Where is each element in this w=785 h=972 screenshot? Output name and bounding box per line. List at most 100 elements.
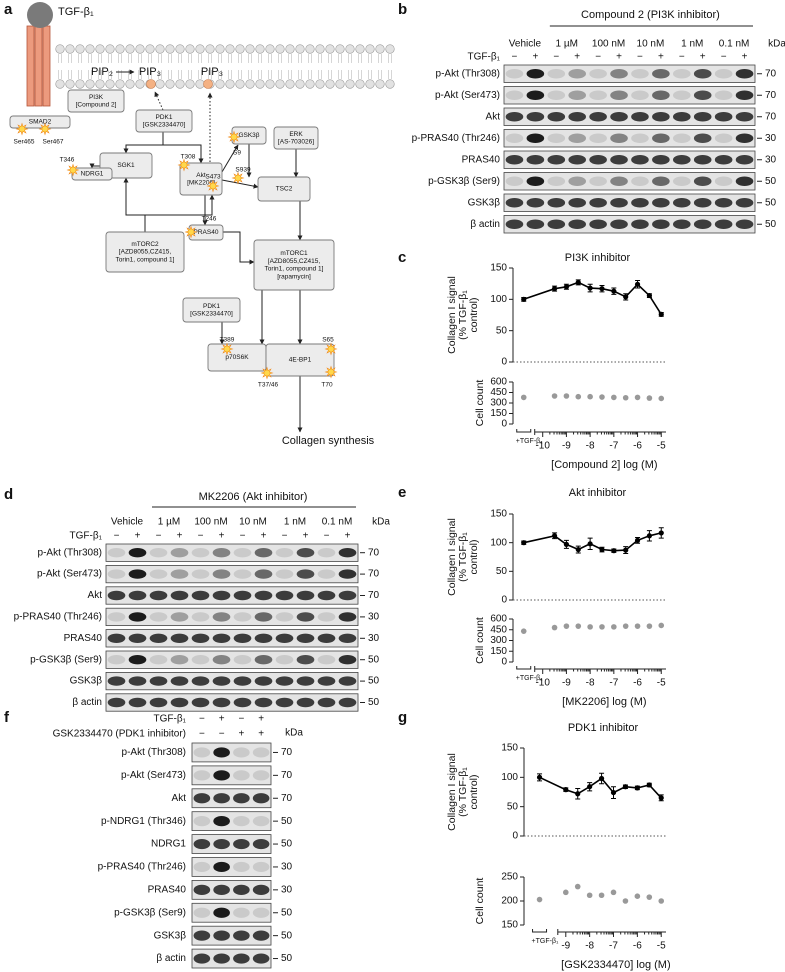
lipid-head [75, 44, 85, 54]
lipid-head [55, 79, 65, 89]
band [317, 633, 336, 643]
node-label: [AZD8055,CZ415, [119, 249, 172, 256]
band [149, 633, 168, 643]
kda-label: 70 [368, 569, 380, 580]
control-bracket [532, 929, 548, 933]
lipid-head [85, 44, 95, 54]
band [193, 793, 211, 804]
node-label: [AS-703026] [278, 139, 314, 146]
panel-label: f [4, 709, 10, 726]
band [252, 793, 270, 804]
kda-label: 50 [368, 697, 380, 708]
band [233, 697, 252, 708]
band [631, 133, 649, 143]
band [252, 816, 270, 827]
lipid-head [325, 79, 335, 89]
cell-count-point [610, 889, 617, 896]
band [149, 697, 168, 708]
chart-title: PDK1 inhibitor [568, 722, 639, 734]
band [254, 633, 273, 643]
arrow [89, 163, 100, 169]
band [610, 112, 628, 122]
treatment-sign: − [721, 52, 727, 63]
band [212, 655, 231, 665]
x-tick-label: -9 [562, 441, 571, 452]
y-tick-label: 600 [490, 614, 507, 625]
arrow [223, 231, 255, 265]
treatment-sign: + [258, 729, 264, 740]
band [275, 676, 294, 686]
band [212, 548, 231, 558]
lipid-head [125, 79, 135, 89]
band [589, 69, 607, 79]
band [212, 612, 231, 622]
band [610, 133, 628, 143]
blot-strip [191, 857, 272, 877]
band [254, 676, 273, 686]
x-tick-label: -10 [535, 678, 550, 689]
blot-strip [503, 150, 756, 169]
blot-strip [105, 693, 359, 712]
kda-label: 30 [281, 884, 293, 895]
node-label: Akt [196, 172, 206, 179]
band [610, 90, 628, 100]
band [735, 69, 754, 79]
lane-group-label: 1 µM [158, 517, 180, 528]
lane-group-label: 100 nM [194, 517, 227, 528]
phospho-star [260, 366, 274, 380]
treatment-sign: − [238, 714, 244, 725]
node-box [67, 89, 125, 113]
node-label: Torin1, compound 1] [265, 266, 324, 273]
band [338, 612, 357, 622]
kda-label: 50 [368, 654, 380, 665]
band [631, 219, 649, 229]
band [693, 90, 712, 100]
kda-label: 70 [368, 547, 380, 558]
blot-row-label: p-NDRG1 (Thr346) [101, 816, 186, 827]
treatment-sign: − [199, 714, 205, 725]
lipid-head [225, 44, 235, 54]
band [213, 816, 230, 827]
band [128, 633, 147, 643]
node-label: GSK3β [238, 132, 259, 139]
band [193, 838, 211, 850]
control-bracket [516, 429, 532, 433]
kda-label: 50 [765, 197, 777, 208]
kda-label: 30 [368, 633, 380, 644]
node-label: 4E-BP1 [289, 357, 312, 364]
x-tick-label: -8 [585, 941, 594, 952]
y-axis-label: control) [468, 774, 480, 809]
collagen-point [646, 782, 652, 788]
band [673, 198, 691, 208]
collagen-point [623, 294, 629, 300]
band [735, 112, 754, 122]
treatment-sign: + [219, 714, 225, 725]
y-axis-label: Collagen I signal [446, 753, 458, 831]
band [505, 133, 524, 143]
phospho-star [66, 163, 80, 177]
treatment-sign: + [303, 531, 309, 542]
band [652, 90, 670, 100]
blot-row-label: NDRG1 [151, 839, 186, 850]
cell-count-point [622, 623, 629, 629]
band [735, 198, 754, 208]
kda-label: 70 [765, 111, 777, 122]
lipid-head [215, 44, 225, 54]
band [568, 133, 586, 143]
band [338, 569, 357, 579]
cell-count-point [658, 898, 665, 904]
output-label: Collagen synthesis [282, 435, 375, 447]
band [107, 548, 126, 558]
band [296, 655, 315, 665]
lane-group-label: 100 nM [592, 39, 625, 50]
node-box [135, 109, 193, 133]
lipid-head [265, 44, 275, 54]
control-label: +TGF-β₁ [516, 438, 543, 445]
lipid-head [85, 79, 95, 89]
band [275, 590, 294, 601]
band [505, 69, 524, 79]
collagen-point [658, 530, 664, 536]
band [631, 69, 649, 79]
blot-row-label: GSK3β [468, 197, 501, 208]
band [693, 155, 712, 165]
